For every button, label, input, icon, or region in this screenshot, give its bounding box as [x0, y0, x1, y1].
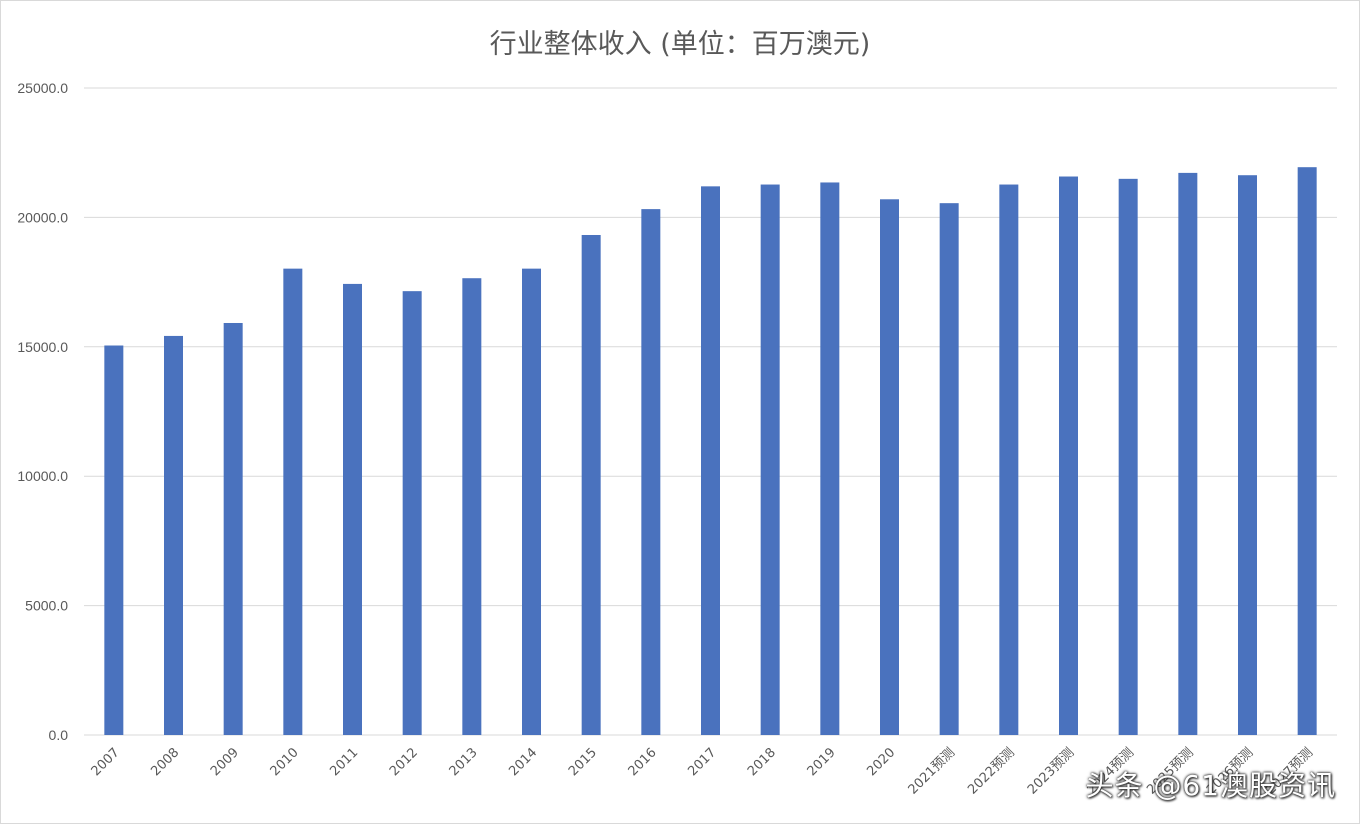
- x-tick-label: 2010: [268, 745, 302, 779]
- bar: [104, 345, 124, 735]
- bar: [880, 199, 899, 735]
- y-tick-label: 0.0: [49, 727, 69, 743]
- bar: [283, 268, 303, 735]
- x-tick-label: 2013: [447, 745, 481, 779]
- bar: [820, 182, 840, 735]
- x-tick-label: 2018: [745, 745, 779, 779]
- chart-title: 行业整体收入 (单位：百万澳元): [489, 29, 871, 60]
- x-tick-label: 2014: [506, 745, 540, 779]
- bar: [641, 209, 661, 735]
- x-tick-label: 2017: [685, 745, 719, 779]
- bar: [1118, 178, 1138, 735]
- x-tick-label: 2011: [327, 745, 361, 779]
- y-tick-label: 20000.0: [17, 209, 68, 225]
- watermark-text: 头条 @61澳股资讯: [1085, 769, 1336, 802]
- x-tick-label: 2008: [148, 745, 182, 779]
- y-tick-label: 15000.0: [17, 339, 68, 355]
- bar: [402, 291, 422, 735]
- y-tick-label: 10000.0: [17, 468, 68, 484]
- bar: [939, 203, 959, 735]
- bar: [462, 278, 482, 735]
- bar: [164, 335, 183, 735]
- x-tick-label: 2023预测: [1025, 745, 1077, 797]
- bar: [701, 186, 720, 735]
- bar: [343, 283, 362, 735]
- bar: [999, 184, 1019, 735]
- x-tick-label: 2016: [626, 745, 660, 779]
- bar: [1059, 176, 1078, 736]
- x-tick-label: 2015: [566, 745, 600, 779]
- x-tick-label: 2021预测: [906, 745, 958, 797]
- x-tick-label: 2019: [805, 745, 839, 779]
- x-tick-label: 2020: [864, 745, 898, 779]
- x-tick-label: 2009: [208, 745, 242, 779]
- x-tick-label: 2007: [89, 745, 123, 779]
- y-tick-label: 25000.0: [17, 80, 68, 96]
- x-tick-label: 2012: [387, 745, 421, 779]
- x-tick-label: 2022预测: [965, 745, 1017, 797]
- bar: [760, 184, 780, 735]
- bar: [1178, 172, 1198, 735]
- y-tick-label: 5000.0: [25, 598, 68, 614]
- bar: [581, 234, 601, 735]
- bar: [1297, 167, 1317, 735]
- bar: [522, 268, 541, 735]
- bar: [223, 322, 243, 735]
- bar: [1238, 175, 1257, 736]
